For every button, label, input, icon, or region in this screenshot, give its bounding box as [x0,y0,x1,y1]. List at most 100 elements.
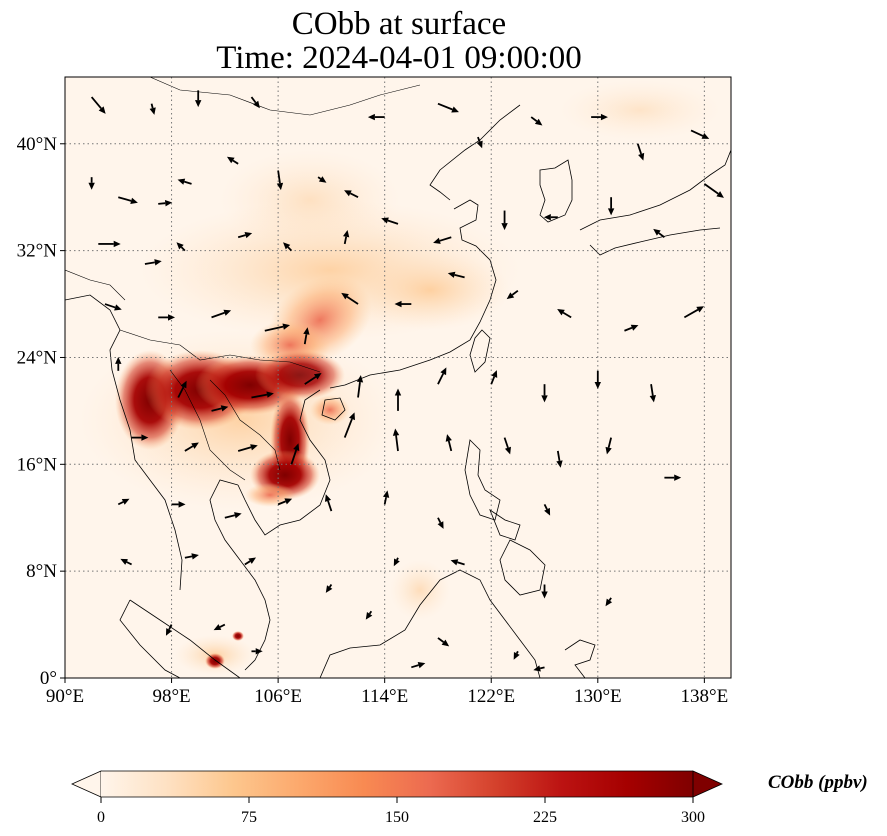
tick-label-lat: 0° [40,668,57,689]
coastline-china [329,199,497,389]
wind-arrow [165,624,173,636]
coastline-thailand-gulf [209,479,271,671]
wind-arrow [394,388,402,411]
tick-label-lat: 32°N [17,241,58,262]
tick-label-lat: 40°N [17,134,58,155]
wind-arrow [237,444,258,452]
tick-label-lon: 98°E [152,686,190,707]
map-plot-area: 90°E 98°E 106°E 114°E 122°E 130°E 138°E 0° 8°N 16… [17,76,732,707]
wind-arrow [171,501,186,508]
wind-arrow [624,324,639,332]
wind-arrow [144,259,162,266]
wind-arrow [437,637,450,647]
colorbar-tick-label: 225 [533,809,557,826]
wind-arrow [211,405,229,412]
wind-arrow [276,170,284,191]
wind-arrow [556,450,563,468]
wind-arrow [118,196,138,204]
wind-arrow [104,303,122,311]
wind-vectors [88,90,724,672]
border-thailand [169,369,246,481]
wind-arrow [303,327,310,345]
wind-arrow [393,557,400,567]
wind-arrow [158,314,176,321]
wind-arrow [381,217,399,225]
wind-arrow [176,242,186,252]
wind-arrow [177,178,192,185]
tick-label-lon: 106°E [254,686,302,707]
tick-label-lat: 16°N [17,454,58,475]
wind-arrow [367,113,385,121]
wind-arrow [594,370,601,390]
wind-arrow [250,96,260,109]
coastline-myanmar [65,294,183,591]
colorbar-extend-min [71,770,102,798]
wind-arrow [115,356,122,371]
wind-arrow [244,557,257,566]
wind-arrow [591,113,608,121]
wind-arrow [343,412,355,438]
wind-arrow [184,442,199,452]
wind-arrow [541,384,548,403]
map-frame [64,76,732,679]
tick-label-lon: 130°E [574,686,622,707]
coastline-borneo [319,569,541,678]
wind-arrow [195,90,202,108]
coastline-japan-south [589,227,721,256]
border-laos [209,379,281,471]
border-himalaya [65,269,126,301]
wind-arrow [501,210,508,231]
coastline-mindanao [499,539,546,596]
coastlines [65,77,731,678]
wind-arrow [237,232,253,239]
colorbar-tick-label: 150 [385,809,409,826]
wind-arrow [264,323,290,332]
wind-arrow [392,428,400,452]
wind-arrow [445,434,453,452]
coastline-sumatra [129,599,241,678]
wind-arrow [411,662,426,669]
figure-subtitle-time: Time: 2024-04-01 09:00:00 [216,40,582,76]
wind-arrow [213,623,226,631]
wind-arrow [530,116,543,126]
tick-label-lon: 114°E [361,686,408,707]
wind-arrow [513,650,520,660]
wind-arrow [503,437,511,455]
figure-title: CObb at surface [291,6,507,42]
colorbar-label: CObb (ppbv) [768,772,868,793]
wind-arrow [605,437,612,455]
wind-arrow [506,289,519,300]
colorbar-extend-max [692,770,723,798]
coastline-korea [539,159,573,223]
wind-arrow [394,300,412,308]
wind-arrow [382,490,390,505]
wind-arrow [533,665,545,672]
wind-arrow [437,367,447,385]
wind-arrow [226,156,239,165]
haze-japan [560,80,720,140]
wind-arrow [437,517,444,529]
wind-arrow [158,199,173,207]
haze-east-china [350,250,510,330]
wind-arrow [184,553,199,560]
wind-arrow [653,228,665,238]
wind-arrow [543,214,558,221]
wind-arrow [117,498,130,506]
axis-ticks: 90°E 98°E 106°E 114°E 122°E 130°E 138°E 0° 8°N 16… [17,134,729,707]
wind-arrow [343,229,350,245]
wind-arrow [450,559,465,566]
wind-arrow [120,558,133,566]
colorbar-tick-label: 300 [681,809,705,826]
wind-arrow [317,176,327,183]
wind-arrow [649,384,656,403]
wind-arrow [541,584,548,599]
wind-arrow [437,102,459,113]
tick-label-lon: 138°E [681,686,729,707]
tick-label-lon: 122°E [467,686,515,707]
wind-arrow [543,503,551,516]
wind-arrow [557,309,572,319]
wind-arrow [277,498,293,506]
coastline-sulawesi [564,639,596,678]
hotspot-cambodia [245,483,295,507]
wind-arrow [664,474,682,481]
